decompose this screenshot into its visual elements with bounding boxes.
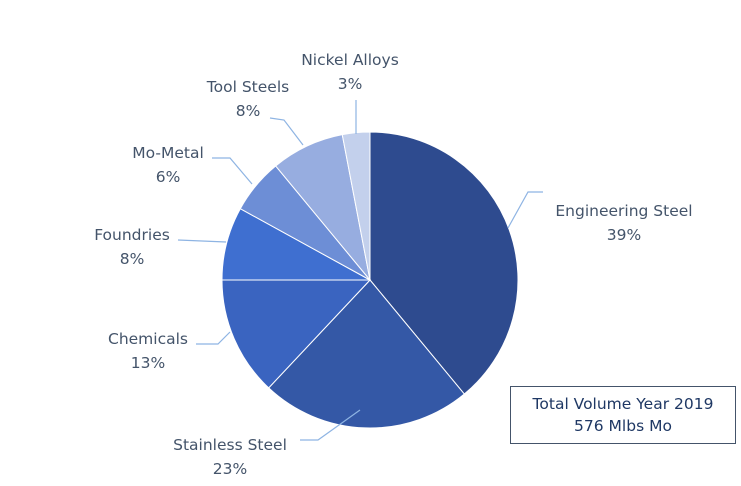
leader-line bbox=[212, 157, 253, 185]
slice-percent-label: 8% bbox=[236, 102, 261, 120]
slice-percent-label: 39% bbox=[607, 226, 641, 244]
slice-category-label: Tool Steels bbox=[206, 78, 289, 96]
slice-category-label: Nickel Alloys bbox=[301, 51, 399, 69]
slice-percent-label: 6% bbox=[156, 168, 181, 186]
pie-slices bbox=[221, 131, 519, 429]
leader-line bbox=[269, 117, 304, 146]
slice-category-label: Chemicals bbox=[108, 330, 188, 348]
slice-category-label: Stainless Steel bbox=[173, 436, 287, 454]
leader-line bbox=[196, 331, 231, 345]
total-volume-line-2: 576 Mlbs Mo bbox=[574, 417, 672, 435]
slice-labels: Engineering Steel 39% Stainless Steel 23% Ch… bbox=[94, 51, 692, 478]
leader-line bbox=[177, 239, 227, 243]
leader-line bbox=[300, 409, 361, 441]
pie-slice-chemicals bbox=[221, 279, 372, 389]
total-volume-line-1: Total Volume Year 2019 bbox=[532, 395, 714, 413]
slice-category-label: Mo-Metal bbox=[132, 144, 204, 162]
slice-percent-label: 3% bbox=[338, 75, 363, 93]
pie-slice-engineering-steel bbox=[369, 131, 519, 395]
slice-percent-label: 8% bbox=[120, 250, 145, 268]
leader-lines bbox=[177, 100, 543, 441]
slice-category-label: Foundries bbox=[94, 226, 170, 244]
slice-category-label: Engineering Steel bbox=[555, 202, 692, 220]
pie-slice-stainless-steel bbox=[267, 279, 466, 429]
slice-percent-label: 13% bbox=[131, 354, 165, 372]
slice-percent-label: 23% bbox=[213, 460, 247, 478]
total-volume-annotation: Total Volume Year 2019 576 Mlbs Mo bbox=[510, 386, 736, 444]
leader-line bbox=[507, 191, 543, 229]
